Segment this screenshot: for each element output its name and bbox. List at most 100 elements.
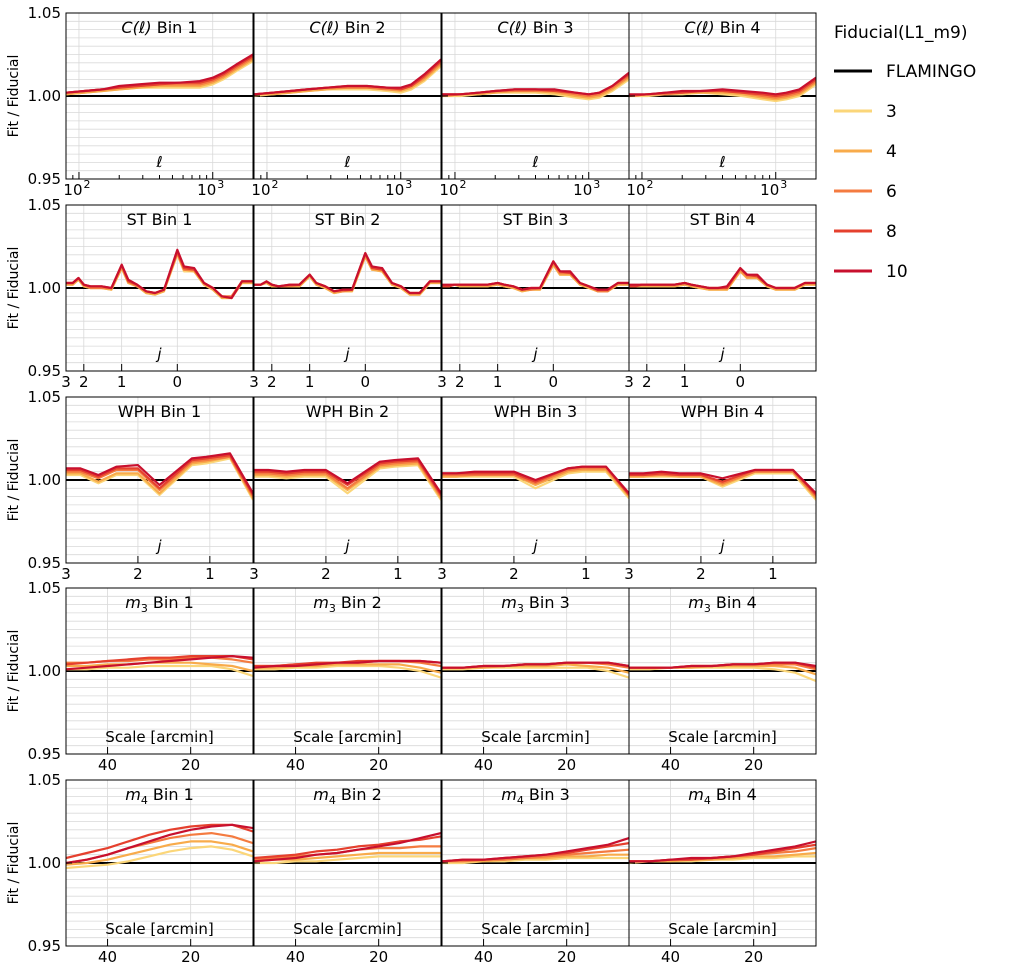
y-tick-label: 0.95 <box>28 170 61 188</box>
x-axis-label: Scale [arcmin] <box>481 920 589 938</box>
x-tick-label: 2 <box>267 373 277 391</box>
x-axis-label: j <box>718 345 725 363</box>
panel-title: ST Bin 1 <box>127 210 193 229</box>
series-group <box>629 267 816 291</box>
x-tick-exponent: 3 <box>780 178 787 191</box>
panel-wph-bin-2: 3 2 1 j WPH Bin 2 <box>249 396 442 583</box>
series-line-10 <box>629 267 816 290</box>
y-tick-label: 0.95 <box>28 362 61 380</box>
x-axis-label: Scale [arcmin] <box>668 920 776 938</box>
x-tick-label: 3 <box>624 373 634 391</box>
series-group <box>66 452 253 501</box>
legend-label: 8 <box>886 222 897 242</box>
x-tick-exponent: 3 <box>405 178 412 191</box>
x-axis-label: j <box>155 345 162 363</box>
panel-title: C(ℓ) Bin 4 <box>684 18 760 37</box>
x-tick-label: 20 <box>369 948 388 966</box>
x-tick-label: 10 <box>63 181 82 199</box>
x-tick-label: 40 <box>286 756 305 774</box>
series-line-3 <box>254 464 441 501</box>
x-tick-label: 20 <box>557 756 576 774</box>
y-tick-label: 1.05 <box>28 4 61 22</box>
x-tick-label: 2 <box>133 565 143 583</box>
series-line-10 <box>66 53 253 94</box>
panel-title: WPH Bin 3 <box>494 402 577 421</box>
series-line-10 <box>254 832 441 863</box>
x-tick-exponent: 2 <box>83 178 90 191</box>
series-group <box>442 260 629 293</box>
x-axis-label: Scale [arcmin] <box>105 920 213 938</box>
y-tick-label: 1.05 <box>28 196 61 214</box>
y-tick-label: 1.00 <box>28 854 61 872</box>
series-line-10 <box>442 465 629 495</box>
series-line-6 <box>66 455 253 498</box>
x-tick-label: 3 <box>61 565 71 583</box>
panel-title: m3 Bin 1 <box>125 593 194 615</box>
y-axis-label: Fit / Fiducial <box>6 439 22 522</box>
series-line-10 <box>442 260 629 291</box>
panel-title: C(ℓ) Bin 3 <box>497 18 573 37</box>
series-line-3 <box>254 664 441 679</box>
legend-label: 6 <box>886 182 897 202</box>
series-line-10 <box>254 58 441 96</box>
panel-title: WPH Bin 1 <box>118 402 201 421</box>
series-group <box>254 832 441 865</box>
x-tick-label: 2 <box>321 565 331 583</box>
series-line-3 <box>66 457 253 501</box>
x-tick-label: 1 <box>205 565 215 583</box>
series-group <box>442 71 629 101</box>
legend-label: FLAMINGO <box>886 62 976 82</box>
panel-wph-bin-4: 3 2 1 j WPH Bin 4 <box>624 396 817 583</box>
series-line-10 <box>629 468 816 495</box>
x-axis-label: Scale [arcmin] <box>105 728 213 746</box>
series-group <box>254 58 441 98</box>
x-tick-exponent: 2 <box>459 178 466 191</box>
x-tick-label: 20 <box>181 948 200 966</box>
panel-st-bin-4: 3 2 1 0j ST Bin 4 <box>624 204 817 391</box>
panel-m3-bin-2: 40 20 Scale [arcmin] m3 Bin 2 <box>253 587 442 774</box>
panel-cl-bin-1: 10 2 10 3ℓC(ℓ) Bin 1 <box>63 12 254 199</box>
series-line-10 <box>442 837 629 863</box>
y-tick-label: 1.05 <box>28 771 61 789</box>
x-axis-label: j <box>531 345 538 363</box>
x-tick-label: 3 <box>249 373 259 391</box>
x-axis-label: Scale [arcmin] <box>481 728 589 746</box>
series-group <box>629 468 816 501</box>
panel-title: m4 Bin 2 <box>313 785 382 807</box>
panel-title: ST Bin 2 <box>315 210 381 229</box>
panel-cl-bin-3: 10 2 10 3ℓC(ℓ) Bin 3 <box>439 12 630 199</box>
series-group <box>442 837 629 865</box>
panel-st-bin-2: 3 2 1 0j ST Bin 2 <box>249 204 442 391</box>
x-tick-label: 1 <box>393 565 403 583</box>
panel-title: ST Bin 4 <box>690 210 756 229</box>
series-line-4 <box>254 462 441 499</box>
series-group <box>66 53 253 96</box>
x-tick-label: 3 <box>61 373 71 391</box>
x-tick-label: 40 <box>661 756 680 774</box>
x-axis-label: ℓ <box>155 153 162 171</box>
panel-title: WPH Bin 2 <box>306 402 389 421</box>
series-line-10 <box>629 840 816 863</box>
series-line-10 <box>254 252 441 295</box>
series-line-10 <box>66 248 253 300</box>
legend: Fiducial(L1_m9) FLAMINGO 3 4 6 8 10 <box>834 23 976 282</box>
series-line-3 <box>442 666 629 679</box>
y-tick-label: 0.95 <box>28 554 61 572</box>
x-tick-label: 3 <box>624 565 634 583</box>
x-axis-label: j <box>343 537 350 555</box>
series-line-10 <box>629 661 816 669</box>
panel-title: m4 Bin 1 <box>125 785 194 807</box>
x-tick-label: 40 <box>474 756 493 774</box>
legend-label: 4 <box>886 142 897 162</box>
series-line-10 <box>442 661 629 669</box>
series-line-10 <box>66 452 253 494</box>
x-tick-label: 10 <box>197 181 216 199</box>
series-group <box>66 248 253 300</box>
panel-title: C(ℓ) Bin 1 <box>121 18 197 37</box>
x-tick-exponent: 3 <box>593 178 600 191</box>
x-tick-label: 1 <box>493 373 503 391</box>
x-tick-label: 2 <box>455 373 465 391</box>
series-group <box>66 654 253 678</box>
y-tick-label: 1.00 <box>28 662 61 680</box>
y-axis-label: Fit / Fiducial <box>6 822 22 905</box>
